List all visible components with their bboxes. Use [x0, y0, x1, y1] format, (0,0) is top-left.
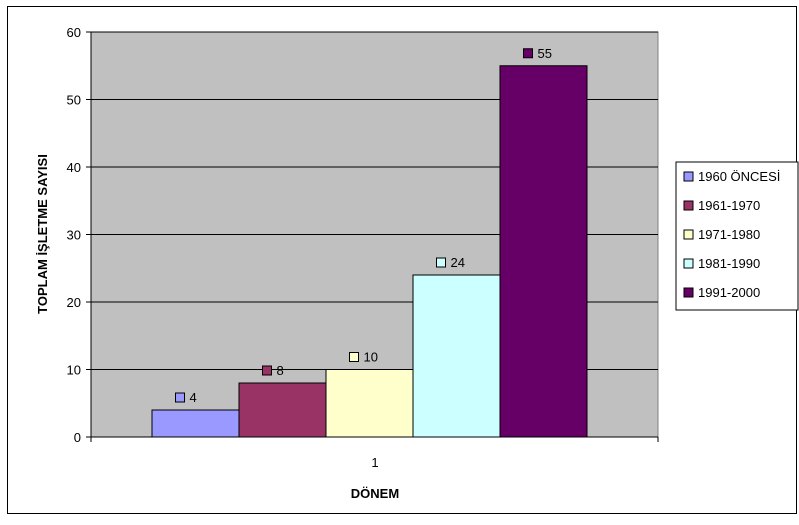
data-label: 8	[277, 363, 284, 378]
y-tick-label: 0	[74, 430, 81, 445]
bar-1981-1990	[412, 274, 501, 438]
y-tick-label: 30	[67, 228, 81, 243]
data-label: 10	[364, 350, 378, 365]
legend-label: 1961-1970	[698, 198, 760, 213]
bar-1971-1980	[325, 369, 414, 438]
data-labels: 4 8 10 24 55	[175, 46, 552, 405]
legend-swatch	[683, 287, 694, 298]
legend-label: 1960 ÖNCESİ	[698, 169, 780, 184]
bar-1961-1970	[238, 382, 327, 438]
y-tick-label: 50	[67, 93, 81, 108]
y-axis-title: TOPLAM İŞLETME SAYISI	[35, 154, 50, 314]
data-label-key	[523, 48, 533, 59]
legend-swatch	[683, 229, 694, 240]
bar-1960-öncesi̇	[151, 409, 240, 438]
data-label-key	[349, 352, 359, 362]
x-axis-title: DÖNEM	[351, 486, 399, 501]
legend-box	[675, 161, 799, 311]
legend: 1960 ÖNCESİ 1961-1970 1971-1980 1981-1990 19…	[675, 161, 799, 311]
legend-label: 1971-1980	[698, 227, 760, 242]
data-label: 24	[451, 255, 465, 270]
data-label: 55	[538, 46, 552, 61]
legend-swatch	[683, 200, 694, 211]
data-label-key	[262, 365, 272, 376]
y-axis-ticks: 0 10 20 30 40 50 60	[67, 25, 659, 445]
legend-label: 1981-1990	[698, 256, 760, 271]
legend-swatch	[683, 258, 694, 269]
data-label: 4	[190, 390, 197, 405]
y-tick-label: 60	[67, 25, 81, 40]
bars	[151, 65, 588, 438]
y-tick-label: 40	[67, 160, 81, 175]
legend-label: 1991-2000	[698, 285, 760, 300]
y-tick-label: 20	[67, 295, 81, 310]
bar-1991-2000	[499, 65, 588, 438]
y-tick-label: 10	[67, 363, 81, 378]
x-tick-label: 1	[371, 455, 378, 470]
legend-swatch	[683, 171, 694, 182]
data-label-key	[175, 392, 185, 403]
data-label-key	[436, 257, 446, 268]
